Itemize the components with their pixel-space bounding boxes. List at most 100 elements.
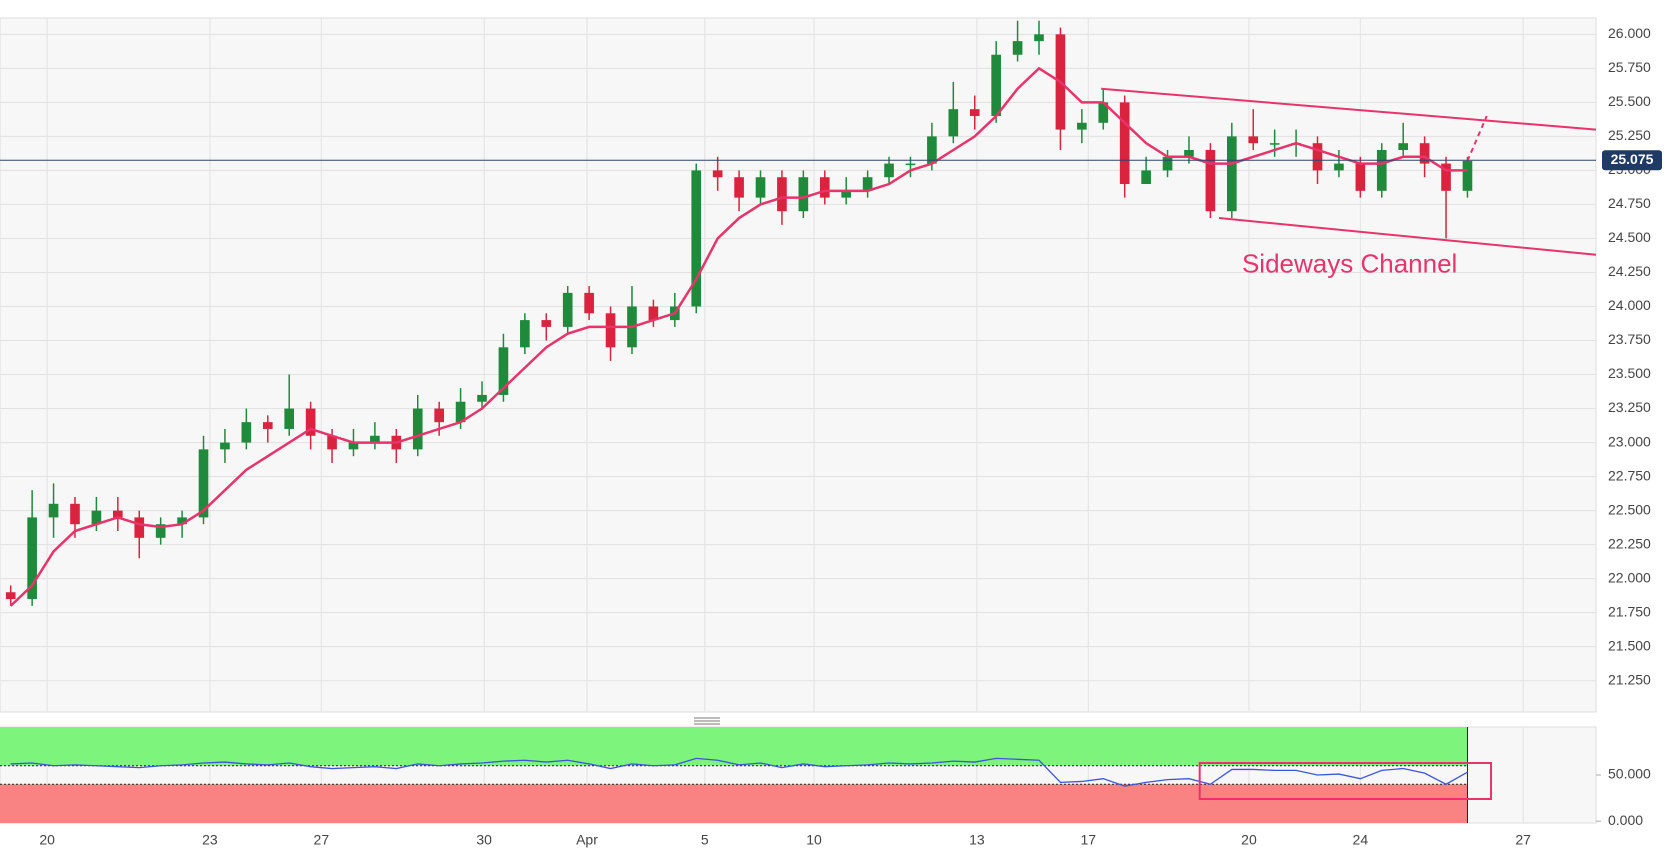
candle-body: [1141, 170, 1151, 185]
candle-body: [1355, 163, 1366, 191]
candle-body: [1226, 136, 1237, 212]
candle-body: [862, 177, 873, 191]
candle-body: [498, 347, 509, 395]
x-tick-label: 23: [202, 832, 218, 848]
channel-projection: [1466, 115, 1488, 162]
y-tick-label: 23.000: [1608, 433, 1651, 449]
candle-body: [1419, 143, 1430, 164]
candle-body: [648, 306, 659, 321]
overbought-zone: [0, 727, 1468, 766]
y-tick-label: 22.250: [1608, 535, 1651, 551]
candle-body: [1248, 136, 1259, 144]
candle-body: [584, 292, 594, 314]
y-tick-label: 0.000: [1608, 812, 1643, 828]
candle-body: [70, 503, 80, 525]
candle-body: [819, 177, 830, 198]
y-tick-label: 26.000: [1608, 25, 1651, 41]
candle-body: [241, 422, 252, 443]
y-tick-label: 25.250: [1608, 127, 1651, 143]
candle-body: [1398, 143, 1409, 150]
candle-body: [605, 313, 616, 348]
channel-lower: [1218, 217, 1597, 256]
candle-body: [927, 136, 937, 164]
candle-body: [541, 320, 552, 327]
channel-upper: [1101, 87, 1597, 131]
last-price-label: 25.075: [1611, 151, 1654, 167]
candle-body: [798, 177, 809, 212]
x-tick-label: Apr: [576, 832, 598, 848]
candle-body: [884, 163, 894, 178]
candle-body: [48, 503, 59, 518]
y-tick-label: 22.000: [1608, 569, 1651, 585]
oversold-zone: [0, 784, 1468, 823]
x-tick-label: 5: [701, 832, 709, 848]
candle-body: [1334, 163, 1344, 171]
candle-body: [1119, 102, 1130, 185]
candle-body: [370, 435, 380, 443]
y-tick-label: 25.500: [1608, 93, 1651, 109]
candle-body: [734, 177, 744, 198]
y-tick-label: 23.750: [1608, 331, 1651, 347]
candle-body: [969, 109, 980, 116]
y-tick-label: 21.250: [1608, 671, 1651, 687]
annotation: Sideways Channel: [1242, 249, 1457, 279]
x-tick-label: 13: [969, 832, 985, 848]
x-tick-label: 27: [1515, 832, 1531, 848]
y-tick-label: 24.000: [1608, 297, 1651, 313]
x-tick-label: 20: [1241, 832, 1257, 848]
x-tick-label: 20: [39, 832, 55, 848]
x-tick-label: 27: [314, 832, 330, 848]
candle-body: [177, 517, 187, 525]
y-tick-label: 23.500: [1608, 365, 1651, 381]
candle-body: [1312, 143, 1323, 171]
candle-body: [134, 517, 145, 538]
candle-body: [91, 510, 102, 525]
candle-body: [1205, 149, 1216, 212]
y-tick-label: 21.500: [1608, 637, 1651, 653]
y-tick-label: 21.750: [1608, 603, 1651, 619]
x-tick-label: 10: [806, 832, 822, 848]
y-tick-label: 24.750: [1608, 195, 1651, 211]
y-tick-label: 22.500: [1608, 501, 1651, 517]
candle-body: [520, 320, 530, 348]
candle-body: [1462, 160, 1473, 191]
candle-body: [155, 524, 166, 538]
candle-body: [455, 401, 466, 423]
moving-average: [9, 66, 1468, 607]
candle-body: [477, 394, 487, 402]
y-tick-label: 50.000: [1608, 766, 1651, 782]
candle-body: [198, 449, 209, 518]
x-tick-label: 17: [1080, 832, 1096, 848]
candle-body: [348, 442, 359, 450]
candle-body: [948, 109, 959, 137]
candle-body: [220, 442, 230, 450]
highlight-box: [1198, 762, 1493, 800]
candle-body: [905, 163, 916, 166]
candle-body: [412, 408, 423, 450]
candle-body: [327, 435, 337, 450]
candle-body: [841, 190, 852, 198]
x-tick-label: 24: [1353, 832, 1369, 848]
candle-body: [5, 592, 16, 600]
candle-body: [1162, 156, 1173, 171]
candle-body: [777, 177, 787, 212]
last-price-box: [1602, 150, 1662, 171]
rsi-line: [10, 757, 1468, 787]
candle-body: [562, 292, 573, 327]
x-tick-label: 30: [476, 832, 492, 848]
candle-body: [1034, 34, 1044, 42]
candle-body: [262, 422, 273, 429]
candle-body: [1441, 163, 1451, 191]
candle-body: [1098, 102, 1109, 123]
candle-body: [1184, 149, 1194, 157]
candle-body: [712, 170, 723, 178]
candle-body: [284, 408, 295, 429]
y-tick-label: 25.750: [1608, 59, 1651, 75]
candle-body: [1012, 41, 1023, 55]
candle-body: [27, 517, 37, 600]
candle-body: [434, 408, 444, 423]
candle-body: [1269, 143, 1280, 145]
candle-body: [305, 408, 316, 436]
